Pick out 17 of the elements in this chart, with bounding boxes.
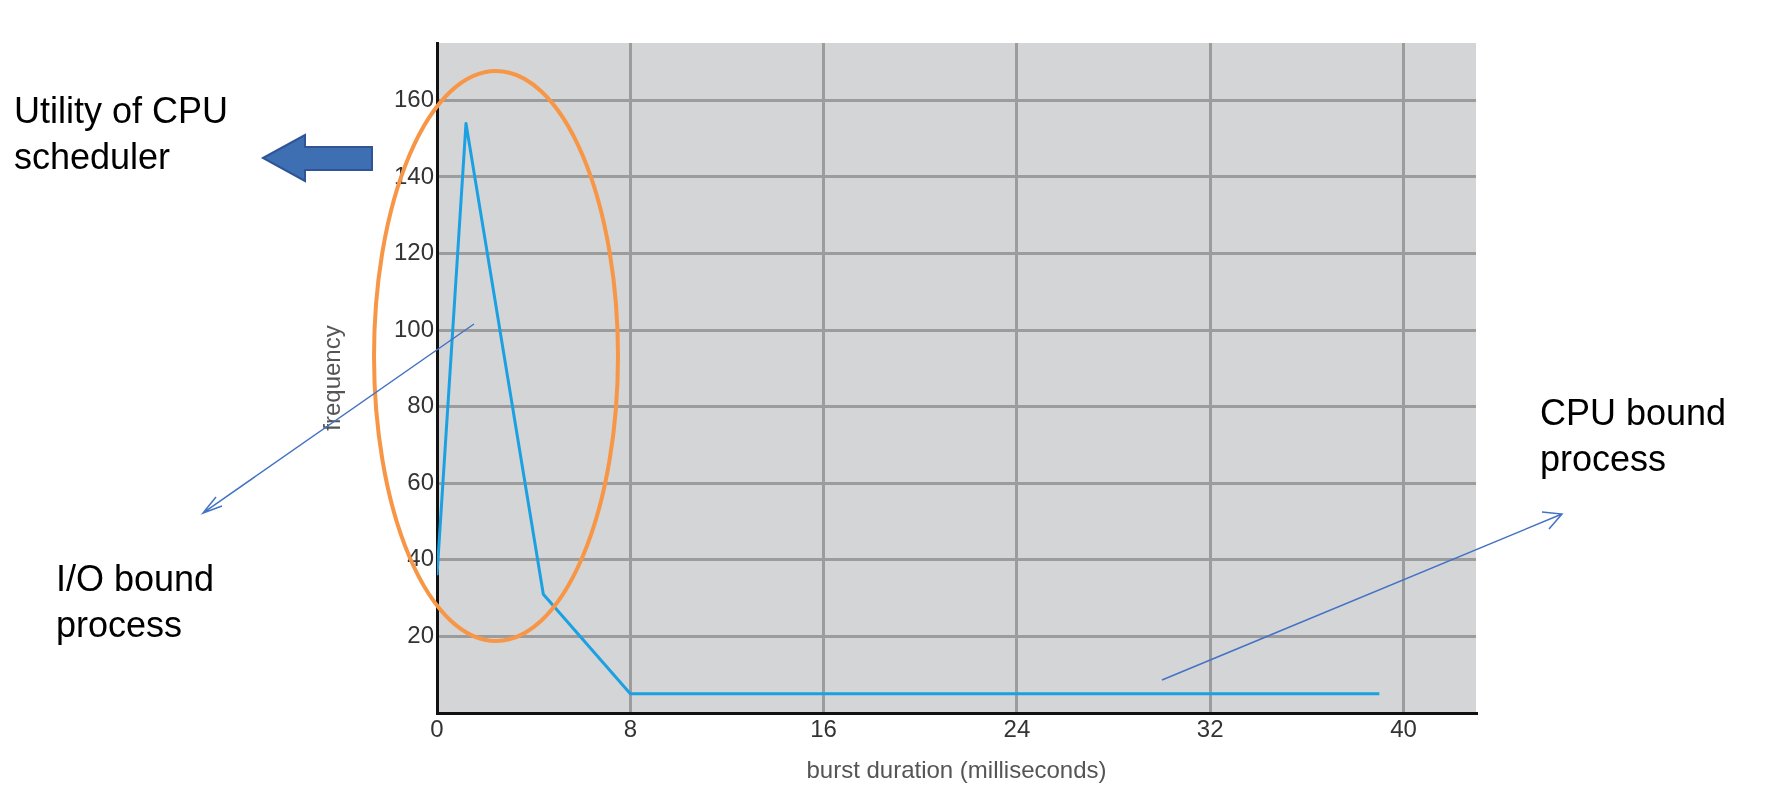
x-tick-label: 8 — [623, 715, 637, 743]
y-tick-label: 160 — [393, 85, 434, 113]
x-tick-label: 32 — [1196, 715, 1224, 743]
text: CPU bound process — [1540, 391, 1728, 481]
y-tick-label: 80 — [407, 391, 434, 419]
text: I/O bound process — [56, 557, 216, 647]
y-tick-label: 20 — [407, 621, 434, 649]
x-tick-label: 24 — [1003, 715, 1031, 743]
y-tick-label: 100 — [393, 314, 434, 342]
y-tick-label: 60 — [407, 467, 434, 495]
x-tick-label: 0 — [430, 715, 444, 743]
y-axis-title: frequency — [318, 325, 346, 431]
x-tick-label: 40 — [1390, 715, 1417, 743]
y-tick-label: 120 — [393, 238, 434, 266]
x-axis-title: burst duration (milliseconds) — [806, 756, 1107, 784]
x-tick-label: 16 — [810, 715, 837, 743]
text: Utility of CPU scheduler — [14, 89, 230, 179]
